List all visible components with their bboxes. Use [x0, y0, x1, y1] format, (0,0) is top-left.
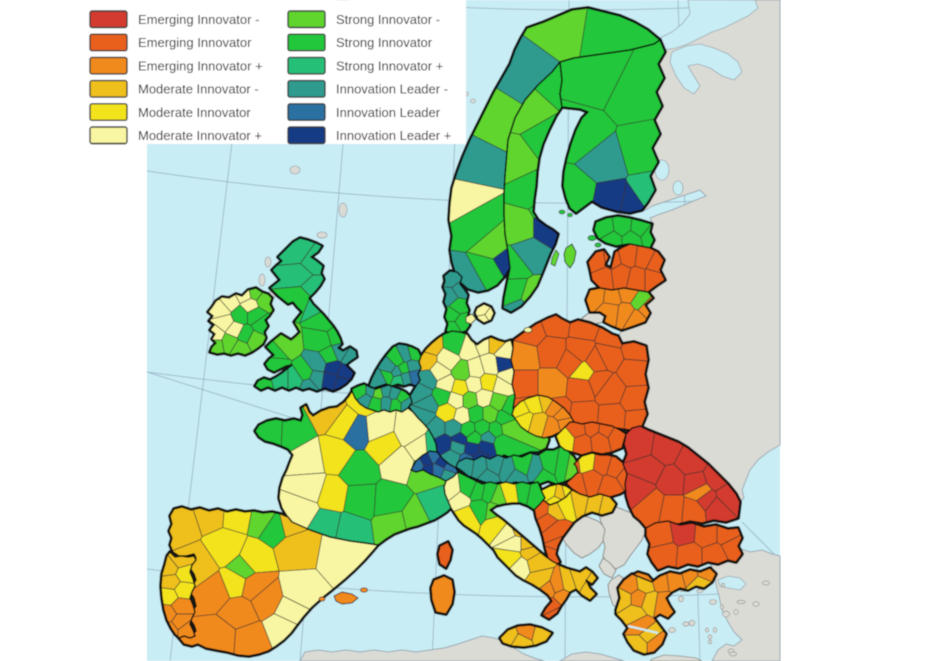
- svg-text:Strong Innovator -: Strong Innovator -: [336, 12, 440, 27]
- svg-text:Innovation Leader -: Innovation Leader -: [336, 82, 448, 97]
- svg-text:Strong Innovator +: Strong Innovator +: [336, 58, 443, 73]
- svg-text:Innovation Leader: Innovation Leader: [336, 105, 441, 120]
- svg-text:Moderate Innovator: Moderate Innovator: [138, 105, 251, 120]
- svg-text:Emerging Innovator: Emerging Innovator: [138, 35, 252, 50]
- svg-text:Moderate Innovator +: Moderate Innovator +: [138, 128, 262, 143]
- svg-text:Innovation Leader +: Innovation Leader +: [336, 128, 451, 143]
- svg-text:Strong Innovator: Strong Innovator: [336, 35, 433, 50]
- svg-text:Emerging Innovator -: Emerging Innovator -: [138, 12, 259, 27]
- svg-text:Moderate Innovator -: Moderate Innovator -: [138, 82, 259, 97]
- svg-text:Emerging Innovator +: Emerging Innovator +: [138, 58, 263, 73]
